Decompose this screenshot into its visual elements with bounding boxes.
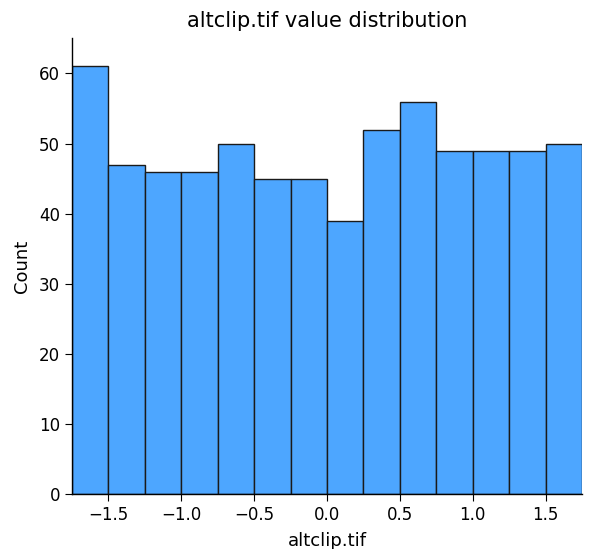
Bar [545, 144, 582, 494]
Bar [254, 178, 290, 494]
Bar [109, 165, 145, 494]
Bar [181, 172, 218, 494]
Bar [218, 144, 254, 494]
Y-axis label: Count: Count [13, 240, 31, 293]
Bar [473, 150, 509, 494]
Bar [436, 150, 473, 494]
Bar [364, 130, 400, 494]
Title: altclip.tif value distribution: altclip.tif value distribution [187, 12, 467, 31]
Bar [290, 178, 327, 494]
Bar [145, 172, 181, 494]
X-axis label: altclip.tif: altclip.tif [287, 532, 367, 549]
Bar [509, 150, 545, 494]
Bar [72, 66, 109, 494]
Bar [327, 221, 364, 494]
Bar [400, 102, 436, 494]
